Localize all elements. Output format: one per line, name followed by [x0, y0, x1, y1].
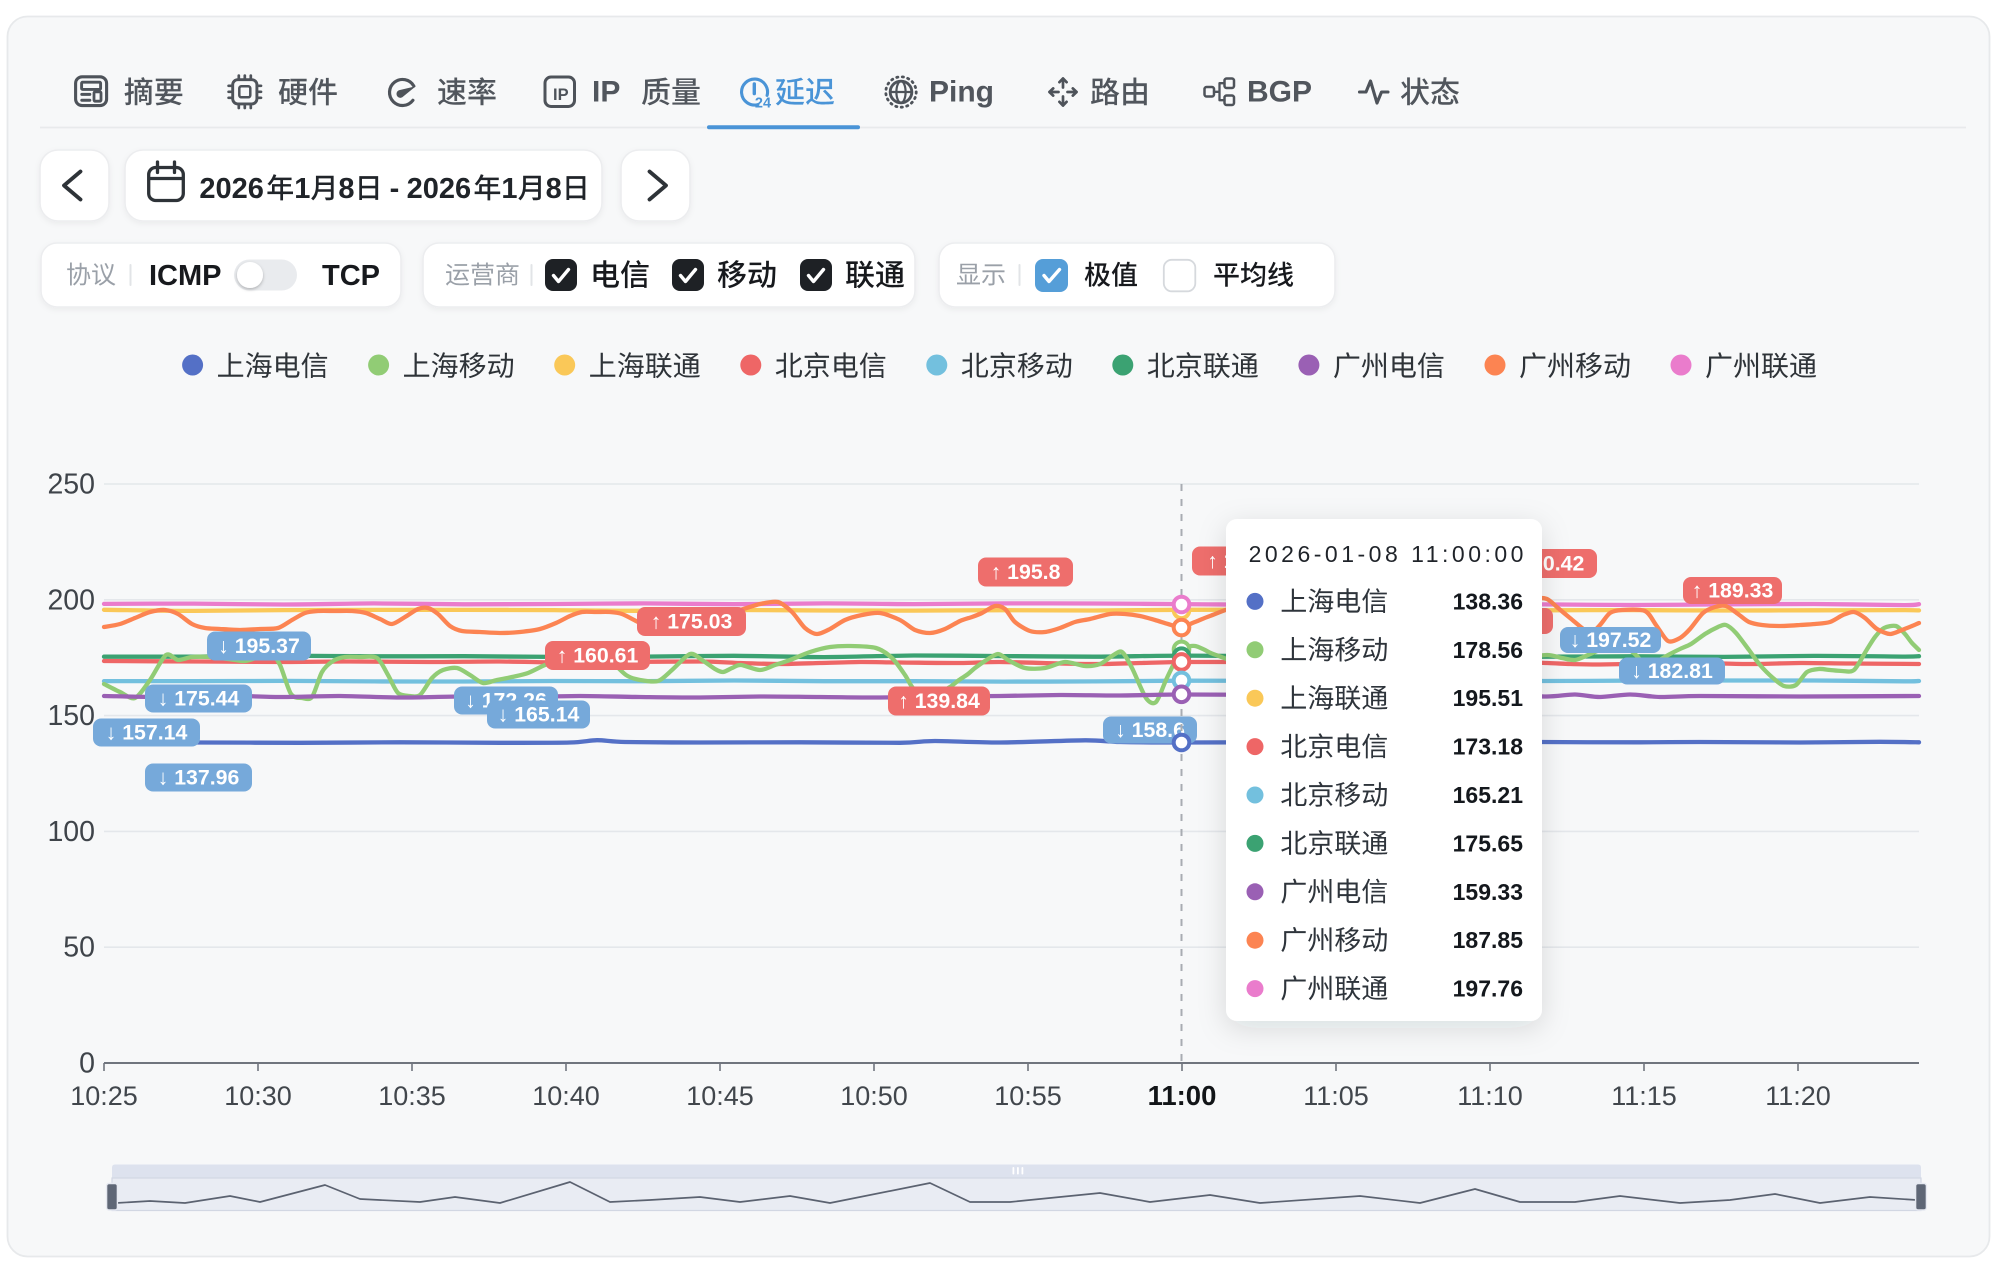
- svg-text:↓ 137.96: ↓ 137.96: [158, 766, 240, 790]
- svg-text:↑ 189.33: ↑ 189.33: [1692, 579, 1774, 603]
- svg-text:↑ 160.61: ↑ 160.61: [557, 644, 639, 668]
- svg-text:↑ 175.03: ↑ 175.03: [651, 610, 733, 634]
- svg-text:↑ 195.8: ↑ 195.8: [991, 560, 1061, 584]
- svg-text:195.51: 195.51: [1453, 685, 1524, 711]
- svg-text:178.56: 178.56: [1453, 637, 1523, 663]
- svg-text:Ping: Ping: [929, 76, 994, 109]
- svg-text:2026-01-08 11:00:00: 2026-01-08 11:00:00: [1249, 541, 1527, 567]
- svg-text:↓ 175.44: ↓ 175.44: [158, 687, 240, 711]
- svg-text:2026: 2026: [199, 173, 264, 205]
- svg-text:100: 100: [47, 816, 95, 848]
- svg-text:8: 8: [546, 173, 562, 205]
- svg-text:10:30: 10:30: [224, 1081, 292, 1111]
- svg-text:24: 24: [755, 96, 771, 112]
- svg-text:10:45: 10:45: [686, 1081, 754, 1111]
- svg-text:IP: IP: [553, 86, 569, 104]
- svg-text:↓ 197.52: ↓ 197.52: [1570, 628, 1652, 652]
- svg-text:10:50: 10:50: [840, 1081, 908, 1111]
- svg-text:1: 1: [294, 173, 310, 205]
- svg-text:159.33: 159.33: [1453, 879, 1523, 905]
- svg-text:250: 250: [47, 469, 95, 501]
- svg-text:11:10: 11:10: [1457, 1081, 1523, 1111]
- svg-text:TCP: TCP: [322, 260, 380, 292]
- svg-text:197.76: 197.76: [1453, 976, 1523, 1002]
- svg-text:175.65: 175.65: [1453, 830, 1524, 856]
- svg-text:10:25: 10:25: [70, 1081, 138, 1111]
- svg-text:10:35: 10:35: [378, 1081, 446, 1111]
- svg-text:8: 8: [338, 173, 354, 205]
- svg-text:10:55: 10:55: [994, 1081, 1062, 1111]
- svg-text:138.36: 138.36: [1453, 588, 1523, 614]
- svg-text:50: 50: [63, 932, 95, 964]
- svg-text:ICMP: ICMP: [149, 260, 222, 292]
- svg-text:187.85: 187.85: [1453, 927, 1524, 953]
- svg-text:11:00: 11:00: [1148, 1080, 1217, 1111]
- svg-text:↓ 195.37: ↓ 195.37: [218, 634, 300, 658]
- svg-text:BGP: BGP: [1247, 76, 1312, 109]
- svg-text:↓ 182.81: ↓ 182.81: [1631, 659, 1713, 683]
- svg-text:11:20: 11:20: [1765, 1081, 1831, 1111]
- svg-text:↑ 139.84: ↑ 139.84: [898, 689, 980, 713]
- svg-text:200: 200: [47, 584, 95, 616]
- svg-text:0: 0: [79, 1048, 95, 1080]
- svg-text:150: 150: [47, 700, 95, 732]
- svg-text:IP: IP: [592, 76, 620, 109]
- svg-text:165.21: 165.21: [1453, 782, 1524, 808]
- svg-text:↓ 165.14: ↓ 165.14: [498, 703, 580, 727]
- svg-text:173.18: 173.18: [1453, 734, 1524, 760]
- svg-text:↓ 157.14: ↓ 157.14: [106, 721, 188, 745]
- svg-text:1: 1: [501, 173, 517, 205]
- svg-text:2026: 2026: [407, 173, 472, 205]
- svg-text:10:40: 10:40: [532, 1081, 600, 1111]
- svg-text:11:15: 11:15: [1611, 1081, 1677, 1111]
- svg-text:-: -: [390, 173, 400, 205]
- svg-text:11:05: 11:05: [1303, 1081, 1369, 1111]
